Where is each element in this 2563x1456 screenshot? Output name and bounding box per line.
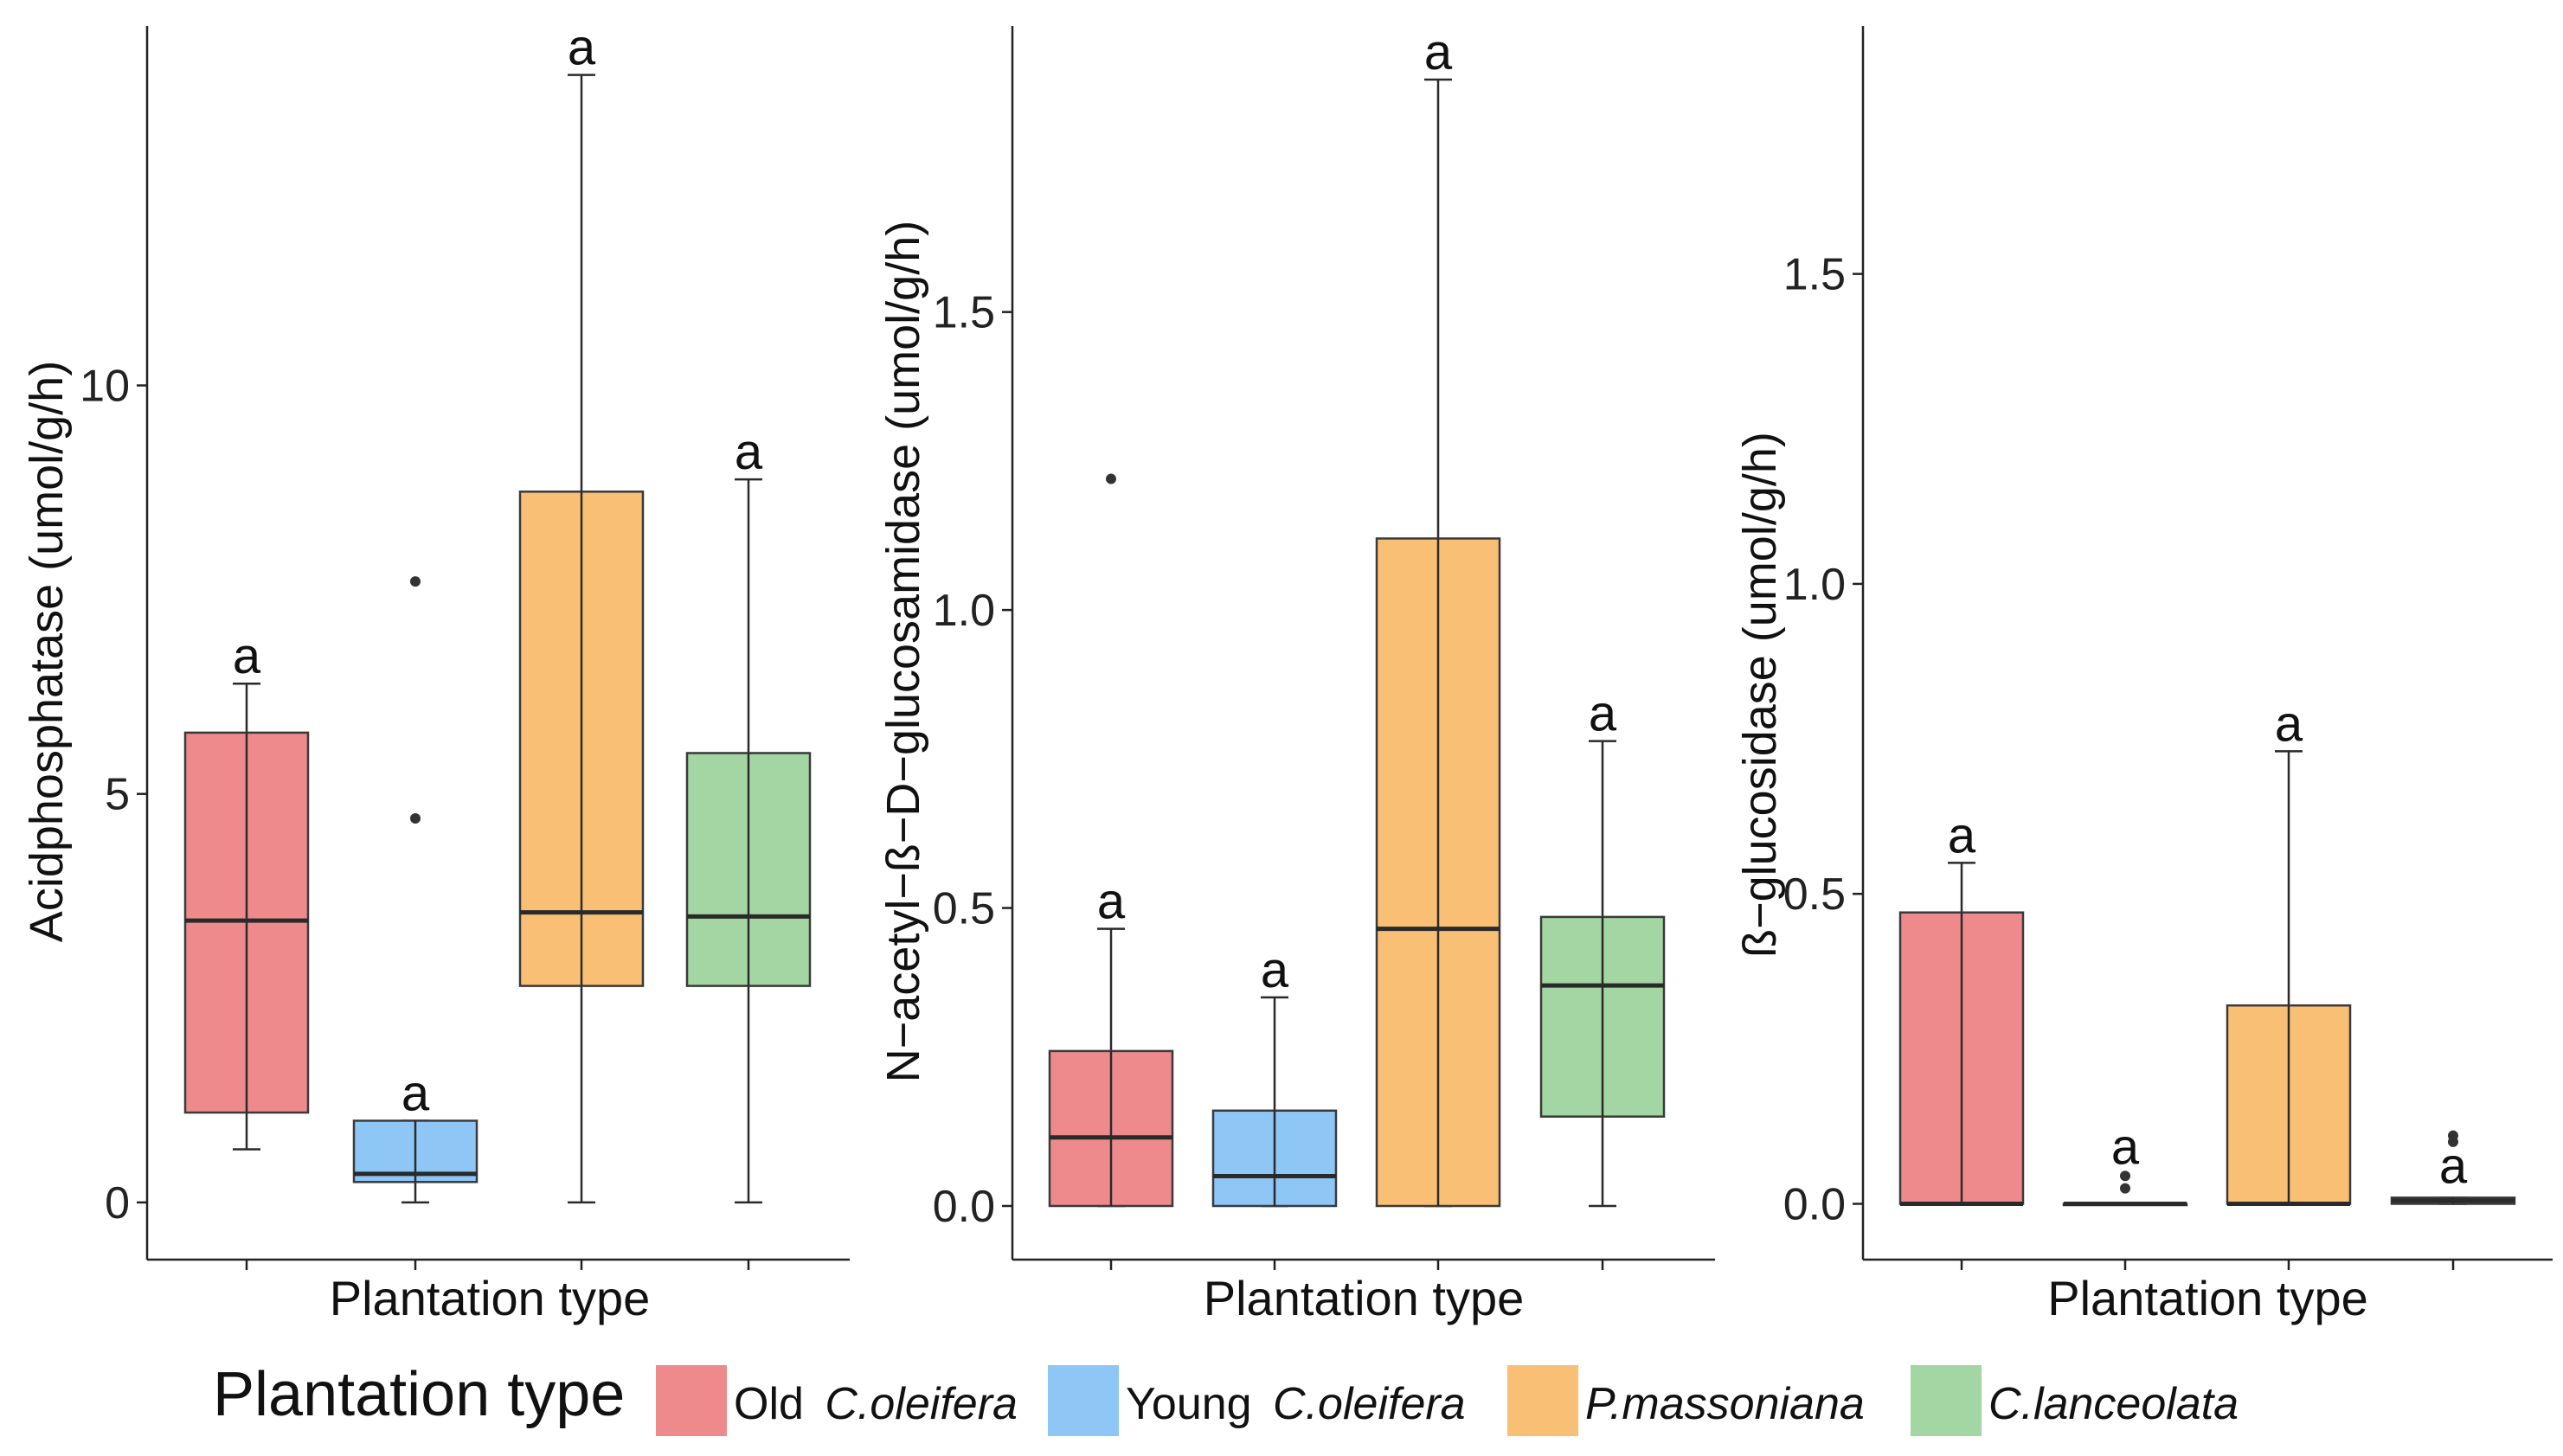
legend-label-species: P.massoniana xyxy=(1585,1379,1865,1429)
legend-swatch xyxy=(1048,1365,1119,1436)
outlier-point xyxy=(1106,473,1116,484)
outlier-point xyxy=(410,576,421,587)
y-axis-title: Acidphosphatase (umol/g/h) xyxy=(21,361,73,942)
significance-letter: a xyxy=(1261,942,1289,998)
legend-swatch xyxy=(1507,1365,1578,1436)
y-tick-label: 1.5 xyxy=(1783,250,1846,300)
legend-label-species: C.oleifera xyxy=(825,1379,1018,1429)
legend-label: C.lanceolata xyxy=(1988,1379,2239,1429)
y-tick-label: 0.5 xyxy=(933,884,995,934)
significance-letter: a xyxy=(1097,874,1126,930)
legend-title: Plantation type xyxy=(213,1360,625,1429)
legend-swatch xyxy=(656,1365,727,1436)
significance-letter: a xyxy=(1424,24,1453,80)
y-axis-title: N−acetyl−ß−D−glucosamidase (umol/g/h) xyxy=(877,221,929,1082)
y-tick-label: 0.0 xyxy=(933,1182,995,1232)
y-tick-label: 5 xyxy=(105,770,130,820)
outlier-point xyxy=(2448,1130,2458,1141)
outlier-point xyxy=(2120,1183,2130,1194)
significance-letter: a xyxy=(2111,1119,2140,1175)
x-axis-title: Plantation type xyxy=(2047,1271,2367,1325)
significance-letter: a xyxy=(1589,686,1617,742)
significance-letter: a xyxy=(233,628,261,684)
significance-letter: a xyxy=(568,20,596,76)
significance-letter: a xyxy=(1948,807,1976,863)
significance-letter: a xyxy=(401,1065,430,1121)
y-tick-label: 1.0 xyxy=(933,586,995,636)
significance-letter: a xyxy=(2439,1139,2468,1195)
legend-label-prefix: Young xyxy=(1126,1379,1264,1429)
significance-letter: a xyxy=(735,424,763,480)
legend-label: Young C.oleifera xyxy=(1126,1379,1466,1429)
legend-label-species: C.oleifera xyxy=(1273,1379,1466,1429)
x-axis-title: Plantation type xyxy=(330,1271,650,1325)
outlier-point xyxy=(2120,1171,2130,1182)
y-tick-label: 1.5 xyxy=(933,288,995,338)
legend-label: P.massoniana xyxy=(1585,1379,1865,1429)
legend-label-prefix: Old xyxy=(734,1379,816,1429)
y-tick-label: 0.0 xyxy=(1783,1180,1846,1230)
y-tick-label: 1.0 xyxy=(1783,560,1846,610)
x-axis-title: Plantation type xyxy=(1204,1271,1524,1325)
outlier-point xyxy=(410,813,421,824)
significance-letter: a xyxy=(2275,696,2303,752)
y-tick-label: 0.5 xyxy=(1783,869,1846,920)
legend-label: Old C.oleifera xyxy=(734,1379,1018,1429)
y-axis-title: ß−glucosidase (umol/g/h) xyxy=(1734,432,1786,958)
y-tick-label: 0 xyxy=(105,1178,130,1228)
y-tick-label: 10 xyxy=(80,362,130,412)
legend-swatch xyxy=(1911,1365,1982,1436)
legend-label-species: C.lanceolata xyxy=(1988,1379,2239,1429)
